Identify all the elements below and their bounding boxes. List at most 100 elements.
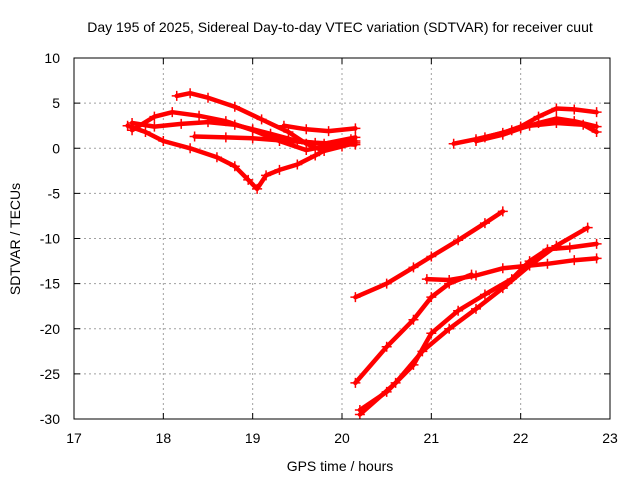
data-point-marker — [149, 111, 160, 122]
data-point-marker — [140, 127, 151, 138]
data-point-marker — [310, 150, 321, 161]
data-point-marker — [591, 253, 602, 264]
data-point-marker — [582, 222, 593, 233]
data-point-marker — [185, 88, 196, 99]
data-point-marker — [283, 136, 294, 147]
data-point-marker — [229, 161, 240, 172]
data-point-marker — [444, 275, 455, 286]
y-tick-label: 0 — [52, 140, 60, 156]
x-tick-label: 20 — [334, 430, 350, 446]
series-line-trace-3 — [125, 123, 354, 192]
x-tick-label: 18 — [156, 430, 172, 446]
data-point-marker — [524, 260, 535, 271]
data-point-marker — [564, 242, 575, 253]
data-point-marker — [551, 103, 562, 114]
data-point-marker — [444, 323, 455, 334]
data-point-marker — [301, 124, 312, 135]
data-point-marker — [211, 152, 222, 163]
data-point-marker — [408, 314, 419, 325]
y-tick-label: 5 — [52, 95, 60, 111]
data-point-marker — [426, 292, 437, 303]
data-point-marker — [252, 183, 263, 194]
data-point-marker — [256, 114, 267, 125]
data-point-marker — [471, 270, 481, 281]
data-point-marker — [176, 118, 187, 129]
data-point-marker — [381, 341, 392, 352]
series-line-trace-11 — [353, 272, 474, 386]
x-axis-label: GPS time / hours — [287, 458, 394, 474]
data-point-marker — [524, 120, 535, 131]
data-point-marker — [453, 235, 464, 246]
data-point-marker — [497, 263, 508, 274]
y-axis-label: SDTVAR / TECUs — [7, 183, 23, 295]
data-point-marker — [381, 278, 392, 289]
series-line-trace-5 — [192, 134, 358, 147]
data-point-marker — [229, 119, 240, 130]
data-point-marker — [479, 132, 490, 143]
data-point-marker — [167, 107, 178, 118]
data-point-marker — [350, 139, 361, 150]
series-line-trace-10 — [353, 209, 506, 300]
data-point-marker — [408, 262, 419, 273]
data-point-marker — [390, 377, 401, 388]
y-tick-label: -30 — [40, 411, 60, 427]
data-point-marker — [265, 128, 276, 139]
data-point-marker — [497, 206, 508, 217]
data-point-marker — [127, 117, 138, 128]
data-point-marker — [448, 138, 459, 149]
x-tick-label: 17 — [66, 430, 82, 446]
data-point-marker — [569, 104, 580, 115]
y-tick-label: -10 — [40, 231, 60, 247]
data-point-marker — [471, 303, 481, 314]
data-point-marker — [261, 170, 272, 181]
data-point-marker — [247, 124, 258, 135]
data-point-marker — [453, 305, 464, 316]
y-tick-label: -15 — [40, 276, 60, 292]
series-line-trace-14 — [357, 225, 590, 417]
data-point-marker — [350, 123, 361, 134]
data-point-marker — [350, 377, 361, 388]
data-point-marker — [506, 125, 517, 136]
x-tick-label: 19 — [245, 430, 261, 446]
data-point-marker — [354, 409, 365, 420]
y-tick-label: 10 — [44, 50, 60, 66]
data-point-marker — [591, 238, 602, 249]
data-point-marker — [551, 240, 562, 251]
series-line-trace-6 — [281, 123, 358, 134]
data-point-marker — [243, 174, 254, 185]
data-point-marker — [350, 292, 361, 303]
data-point-marker — [591, 127, 602, 138]
data-point-marker — [479, 289, 490, 300]
data-point-marker — [421, 274, 432, 285]
data-point-marker — [310, 137, 321, 148]
data-point-marker — [220, 132, 231, 143]
chart-title: Day 195 of 2025, Sidereal Day-to-day VTE… — [87, 19, 593, 35]
x-tick-label: 21 — [424, 430, 440, 446]
grid — [74, 58, 610, 419]
data-point-marker — [194, 110, 205, 121]
data-point-marker — [551, 117, 562, 128]
data-point-marker — [185, 143, 196, 154]
data-point-marker — [591, 107, 602, 118]
data-point-marker — [479, 218, 490, 229]
x-tick-label: 22 — [513, 430, 529, 446]
data-point-marker — [278, 120, 289, 131]
data-point-marker — [229, 101, 240, 112]
data-point-marker — [578, 119, 589, 130]
data-point-marker — [158, 136, 169, 147]
data-point-marker — [471, 136, 481, 147]
data-point-marker — [426, 328, 437, 339]
data-point-marker — [203, 117, 213, 128]
y-tick-label: -20 — [40, 321, 60, 337]
x-tick-label: 23 — [602, 430, 618, 446]
data-point-marker — [247, 133, 258, 144]
series-layer — [122, 88, 602, 420]
data-point-marker — [497, 283, 508, 294]
data-point-marker — [292, 159, 303, 170]
data-point-marker — [189, 131, 200, 142]
data-point-marker — [323, 126, 334, 137]
data-point-marker — [426, 251, 437, 262]
data-point-marker — [417, 346, 428, 357]
data-point-marker — [203, 92, 213, 103]
